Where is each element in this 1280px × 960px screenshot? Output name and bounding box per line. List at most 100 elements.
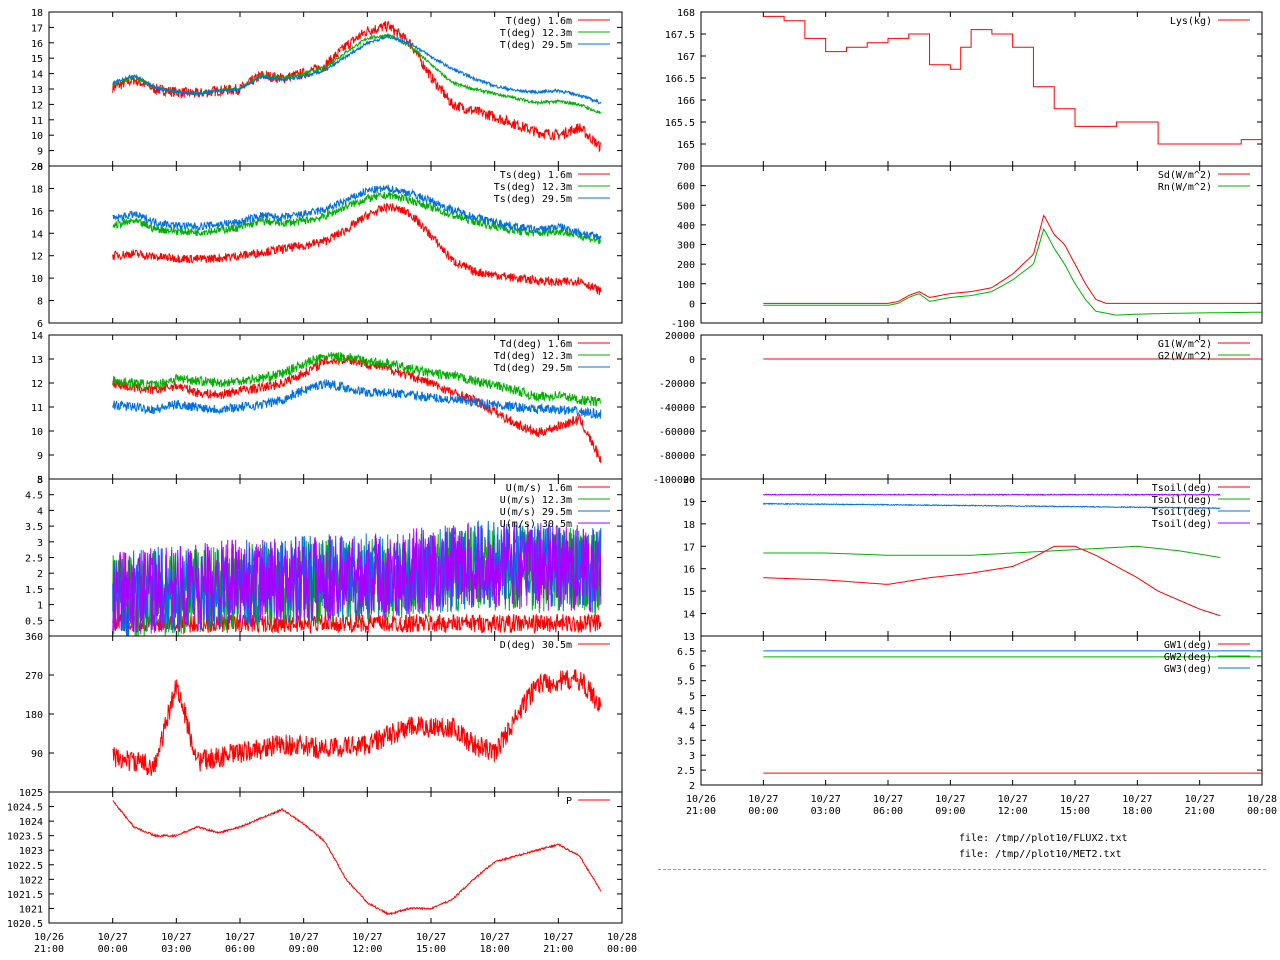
panel-tsoil: 1314151617181920Tsoil(deg)Tsoil(deg)Tsoi… [683, 475, 1263, 643]
legend-label: G1(W/m^2) [1158, 339, 1212, 350]
legend-label: Td(deg) 1.6m [500, 339, 572, 350]
x-tick-label-time: 09:00 [289, 944, 319, 955]
y-tick-label: 20 [683, 475, 695, 486]
legend-label: P [566, 796, 572, 807]
legend-label: GW1(deg) [1164, 640, 1212, 651]
footer-divider [658, 869, 1266, 870]
y-tick-label: 18 [683, 520, 695, 531]
footer-file-flux: file: /tmp//plot10/FLUX2.txt [959, 833, 1128, 844]
legend-label: G2(W/m^2) [1158, 351, 1212, 362]
y-tick-label: 6.5 [677, 647, 695, 658]
y-tick-label: 19 [683, 497, 695, 508]
legend-label: Tsoil(deg) [1152, 495, 1212, 506]
x-tick-label-date: 10/27 [935, 794, 965, 805]
x-tick-label-time: 12:00 [998, 806, 1028, 817]
y-tick-label: 12 [31, 379, 43, 390]
x-tick-label-time: 21:00 [1185, 806, 1215, 817]
y-tick-label: 15 [683, 587, 695, 598]
y-tick-label: 1022 [19, 875, 43, 886]
y-tick-label: 2 [37, 569, 43, 580]
y-tick-label: 1024.5 [7, 803, 43, 814]
y-tick-label: -100 [671, 319, 695, 330]
y-tick-label: 15 [31, 54, 43, 65]
legend-label: T(deg) 29.5m [500, 40, 572, 51]
y-tick-label: 14 [31, 70, 43, 81]
y-tick-label: 1.5 [25, 585, 43, 596]
y-tick-label: 11 [31, 116, 43, 127]
x-tick-label-date: 10/27 [289, 932, 319, 943]
x-tick-label-time: 03:00 [161, 944, 191, 955]
y-tick-label: 4.5 [25, 491, 43, 502]
series-line [112, 191, 601, 246]
y-tick-label: 18 [31, 8, 43, 19]
panel-d: 90 180 270 360 D(deg) 30.5m [25, 632, 623, 793]
y-tick-label: 3.5 [677, 736, 695, 747]
y-tick-label: 10 [31, 427, 43, 438]
y-tick-label: 1023.5 [7, 832, 43, 843]
y-tick-label: 3 [37, 538, 43, 549]
legend-label: T(deg) 12.3m [500, 28, 572, 39]
series-line [763, 15, 1262, 145]
x-tick-label-time: 21:00 [34, 944, 64, 955]
y-tick-label: 9 [37, 451, 43, 462]
y-tick-label: 12 [31, 100, 43, 111]
y-tick-label: 1020.5 [7, 919, 43, 930]
y-tick-label: 13 [31, 355, 43, 366]
legend-label: Tsoil(deg) [1152, 507, 1212, 518]
y-tick-label: 0 [689, 355, 695, 366]
x-tick-label-date: 10/27 [98, 932, 128, 943]
x-tick-label-time: 00:00 [98, 944, 128, 955]
y-tick-label: 180 [25, 710, 43, 721]
series-line [763, 545, 1221, 558]
series-line [763, 228, 1262, 316]
y-tick-label: 20 [31, 162, 43, 173]
x-tick-label-time: 15:00 [1060, 806, 1090, 817]
legend-label: Sd(W/m^2) [1158, 170, 1212, 181]
series-line [112, 203, 602, 296]
x-tick-label-date: 10/26 [34, 932, 64, 943]
y-tick-label: 1023 [19, 846, 43, 857]
legend-label: Td(deg) 12.3m [494, 351, 572, 362]
panel-t: 8 9 10 11 12 13 14 15 16 17 18 T(deg) 1.6mT(deg) 12… [31, 8, 623, 173]
x-tick-label-date: 10/27 [1185, 794, 1215, 805]
y-tick-label: 600 [677, 182, 695, 193]
y-tick-label: -100000 [653, 475, 695, 486]
x-tick-label-time: 09:00 [935, 806, 965, 817]
x-tick-label-time: 06:00 [873, 806, 903, 817]
y-tick-label: 100 [677, 280, 695, 291]
series-line [112, 800, 602, 916]
y-tick-label: 14 [31, 331, 43, 342]
x-tick-label-time: 21:00 [543, 944, 573, 955]
y-tick-label: 2.5 [25, 554, 43, 565]
y-tick-label: 6 [689, 662, 695, 673]
x-tick-label-time: 18:00 [480, 944, 510, 955]
y-tick-label: 90 [31, 749, 43, 760]
y-tick-label: 1021 [19, 904, 43, 915]
y-tick-label: 14 [683, 610, 695, 621]
y-tick-label: 20000 [665, 331, 695, 342]
y-tick-label: -80000 [659, 451, 695, 462]
panel-gw: 2 2.5 3 3.5 4 4.5 5 5.5 6 6.5 GW1(deg)GW2(deg)GW3(… [677, 635, 1263, 792]
y-tick-label: 165 [677, 140, 695, 151]
y-tick-label: 8 [37, 297, 43, 308]
y-tick-label: 17 [683, 542, 695, 553]
y-tick-label: -60000 [659, 427, 695, 438]
series-line [112, 378, 602, 420]
x-tick-label-date: 10/26 [686, 794, 716, 805]
legend-label: Tsoil(deg) [1152, 483, 1212, 494]
y-tick-label: 18 [31, 184, 43, 195]
y-tick-label: 700 [677, 162, 695, 173]
y-tick-label: 0 [689, 299, 695, 310]
x-tick-label-date: 10/27 [873, 794, 903, 805]
y-tick-label: 6 [37, 319, 43, 330]
legend-label: U(m/s) 1.6m [506, 483, 572, 494]
series-line [112, 33, 602, 105]
legend-label: Rn(W/m^2) [1158, 182, 1212, 193]
series-line [112, 355, 602, 464]
panel-frame [700, 11, 1263, 167]
y-tick-label: 0.5 [25, 616, 43, 627]
y-tick-label: 4 [689, 721, 695, 732]
footer-file-met: file: /tmp//plot10/MET2.txt [959, 849, 1122, 860]
